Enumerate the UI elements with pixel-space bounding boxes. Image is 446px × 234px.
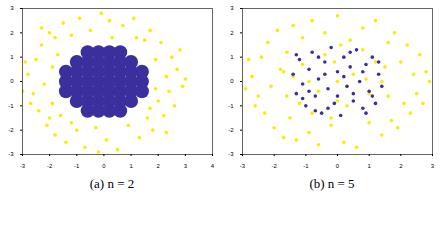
svg-text:-1: -1 — [8, 103, 14, 109]
svg-text:-3: -3 — [8, 151, 14, 157]
svg-text:3: 3 — [184, 163, 188, 169]
svg-text:-3: -3 — [240, 163, 246, 169]
svg-text:-2: -2 — [47, 163, 53, 169]
svg-text:-1: -1 — [303, 163, 309, 169]
html-text:(a) n = 2: (a) n = 2 — [89, 176, 135, 191]
svg-text:4: 4 — [211, 163, 215, 169]
svg-text:2: 2 — [230, 30, 234, 36]
svg-text:-2: -2 — [228, 127, 234, 133]
svg-text:0: 0 — [10, 78, 14, 84]
svg-text:-3: -3 — [228, 151, 234, 157]
svg-text:0: 0 — [336, 163, 340, 169]
svg-text:-1: -1 — [228, 103, 234, 109]
svg-text:-1: -1 — [74, 163, 80, 169]
svg-text:0: 0 — [102, 163, 106, 169]
svg-text:-2: -2 — [8, 127, 14, 133]
svg-text:2: 2 — [10, 30, 14, 36]
svg-text:1: 1 — [367, 163, 371, 169]
svg-text:3: 3 — [431, 163, 435, 169]
svg-text:2: 2 — [157, 163, 161, 169]
html-text:(b) n = 5: (b) n = 5 — [309, 176, 355, 191]
svg-text:1: 1 — [10, 54, 14, 60]
svg-text:0: 0 — [230, 78, 234, 84]
svg-text:2: 2 — [399, 163, 403, 169]
svg-text:-2: -2 — [271, 163, 277, 169]
svg-text:3: 3 — [10, 5, 14, 11]
svg-text:3: 3 — [230, 5, 234, 11]
svg-text:1: 1 — [230, 54, 234, 60]
svg-text:-3: -3 — [20, 163, 26, 169]
svg-text:1: 1 — [129, 163, 133, 169]
